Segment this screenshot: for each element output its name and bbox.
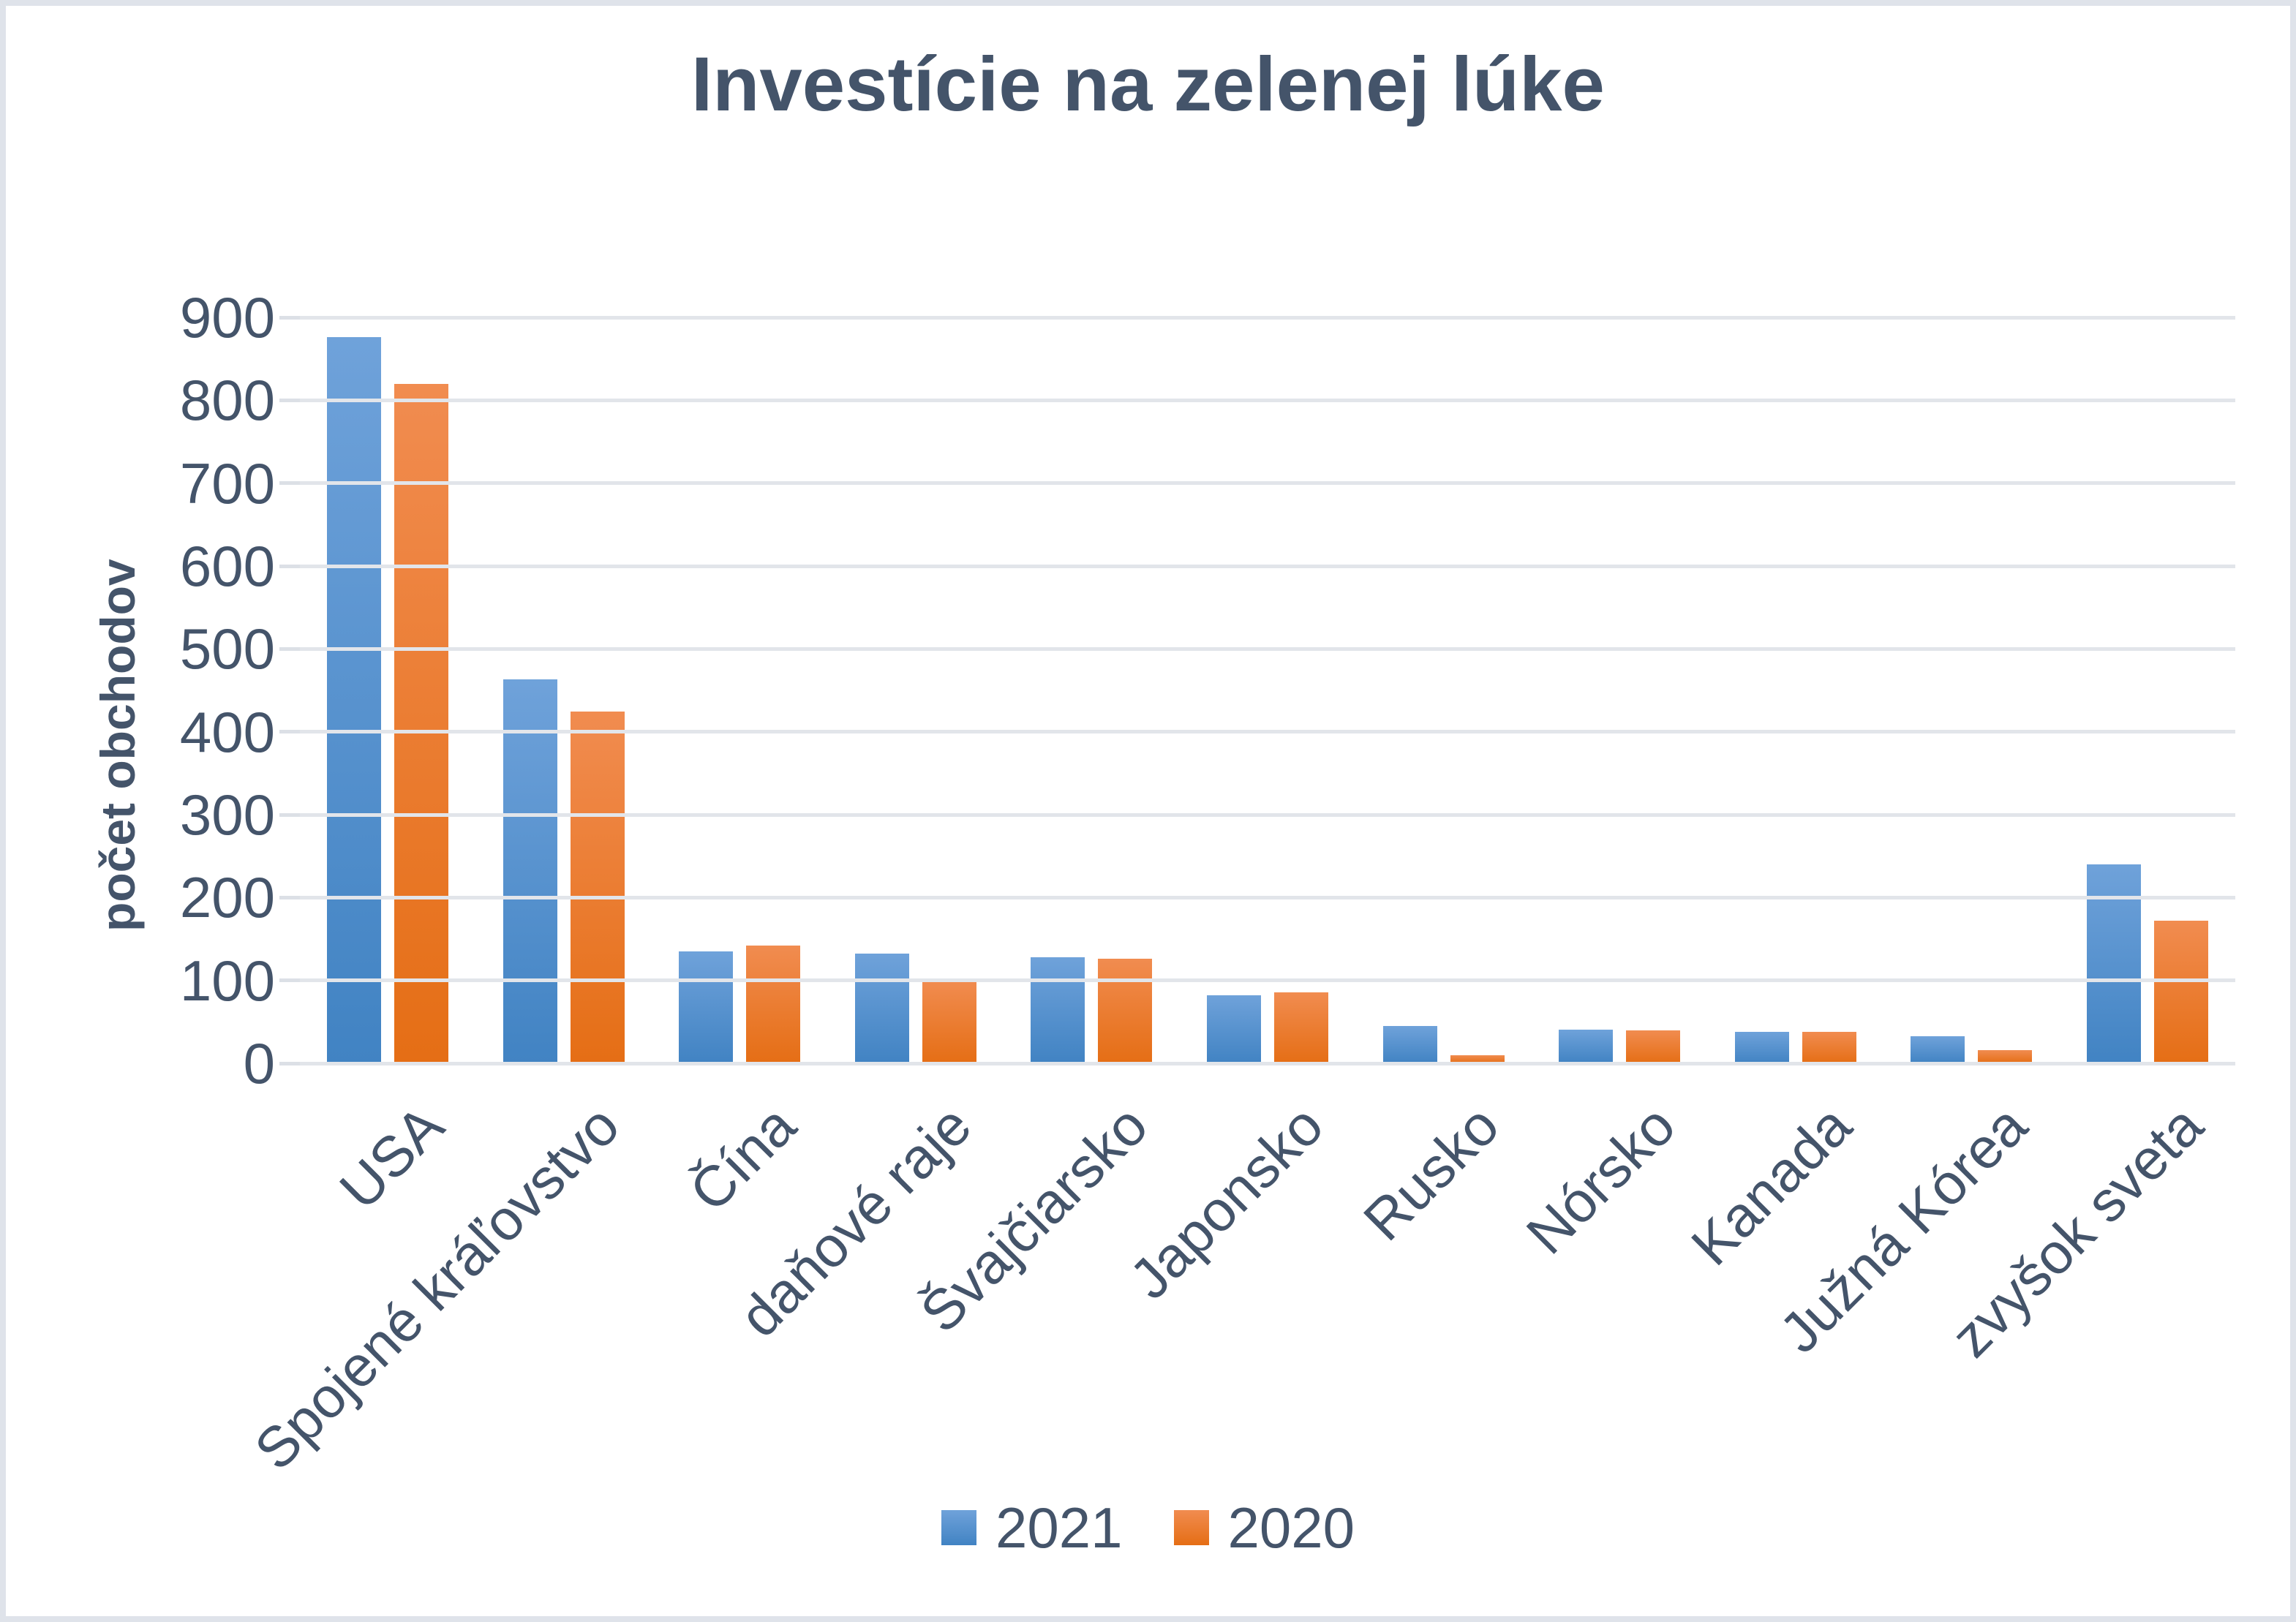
- gridline-500: [300, 646, 2235, 651]
- y-tick-mark-800: [279, 398, 300, 402]
- gridline-700: [300, 481, 2235, 486]
- bar-2020-zvyšok sveta: [2153, 921, 2208, 1063]
- legend-item-2021: 2021: [941, 1499, 1123, 1556]
- legend-item-2020: 2020: [1173, 1495, 1355, 1560]
- bar-2021-zvyšok sveta: [2086, 864, 2141, 1063]
- gridline-0: [300, 1061, 2235, 1065]
- x-axis-label-5: Japonsko: [1117, 1093, 1336, 1311]
- bar-2020-Čína: [746, 946, 801, 1063]
- gridline-200: [300, 895, 2235, 899]
- bar-2020-USA: [394, 383, 449, 1063]
- legend-label-2020: 2020: [1227, 1495, 1355, 1560]
- bar-group-0: [300, 317, 476, 1063]
- bar-2021-Švajčiarsko: [1031, 957, 1085, 1063]
- y-tick-mark-0: [279, 1061, 300, 1065]
- bar-group-2: [652, 317, 828, 1063]
- bar-group-8: [1707, 317, 1883, 1063]
- bar-2020-Južná Kórea: [1978, 1049, 2033, 1063]
- bar-group-9: [1883, 317, 2060, 1063]
- bar-group-1: [476, 317, 652, 1063]
- bar-2021-Južná Kórea: [1911, 1036, 1965, 1063]
- bar-2020-daňové raje: [922, 980, 976, 1063]
- plot-area: [279, 315, 2235, 1065]
- bar-2020-Rusko: [1450, 1055, 1505, 1063]
- gridline-600: [300, 564, 2235, 568]
- bars-row: [300, 317, 2235, 1063]
- gridline-400: [300, 730, 2235, 734]
- y-tick-label-500: 500: [179, 616, 275, 682]
- y-tick-mark-600: [279, 564, 300, 568]
- bar-2020-Spojené kráľovstvo: [570, 712, 625, 1063]
- y-tick-mark-400: [279, 730, 300, 734]
- bar-group-10: [2059, 317, 2235, 1063]
- gridline-300: [300, 812, 2235, 817]
- bar-group-6: [1355, 317, 1532, 1063]
- x-axis-label-7: Nórsko: [1513, 1093, 1687, 1267]
- x-axis-label-2: Čína: [677, 1093, 808, 1224]
- x-axis-label-6: Rusko: [1351, 1093, 1512, 1253]
- y-tick-mark-300: [279, 812, 300, 817]
- legend-swatch-2021: [941, 1510, 976, 1545]
- bar-group-7: [1532, 317, 1708, 1063]
- gridline-100: [300, 978, 2235, 983]
- x-axis-label-8: Kanada: [1678, 1093, 1864, 1278]
- bar-2020-Nórsko: [1626, 1030, 1681, 1063]
- y-tick-label-700: 700: [179, 450, 275, 516]
- bar-2020-Kanada: [1802, 1031, 1856, 1063]
- y-tick-mark-100: [279, 978, 300, 983]
- bar-group-3: [828, 317, 1004, 1063]
- x-axis-label-0: USA: [327, 1093, 456, 1222]
- y-tick-labels: 0 100 200 300 400 500 600 700 800 900: [6, 289, 275, 1092]
- y-tick-label-200: 200: [179, 865, 275, 930]
- gridline-800: [300, 398, 2235, 402]
- legend: 2021 2020: [6, 1499, 2290, 1556]
- y-tick-mark-500: [279, 646, 300, 651]
- y-tick-label-600: 600: [179, 534, 275, 598]
- bar-2021-Spojené kráľovstvo: [503, 679, 557, 1063]
- bar-2021-Rusko: [1382, 1026, 1437, 1063]
- legend-label-2021: 2021: [995, 1495, 1123, 1560]
- bar-group-5: [1180, 317, 1356, 1063]
- y-tick-label-0: 0: [243, 1031, 275, 1095]
- y-tick-label-100: 100: [179, 948, 275, 1013]
- chart-title: Investície na zelenej lúke: [691, 42, 1605, 127]
- y-tick-label-800: 800: [179, 368, 275, 433]
- y-tick-mark-200: [279, 895, 300, 899]
- bar-2020-Japonsko: [1274, 992, 1328, 1063]
- y-tick-mark-700: [279, 481, 300, 486]
- y-tick-label-900: 900: [179, 285, 275, 350]
- bar-2021-Nórsko: [1559, 1029, 1614, 1063]
- y-tick-label-300: 300: [179, 782, 275, 847]
- bar-2021-daňové raje: [854, 954, 909, 1063]
- bar-2021-Čína: [679, 951, 734, 1063]
- bar-2021-USA: [327, 337, 382, 1063]
- y-tick-label-400: 400: [179, 699, 275, 764]
- bar-group-4: [1004, 317, 1180, 1063]
- bar-2021-Kanada: [1734, 1031, 1789, 1063]
- gridline-900: [300, 315, 2235, 320]
- legend-swatch-2020: [1173, 1510, 1209, 1545]
- bar-2020-Švajčiarsko: [1098, 959, 1153, 1063]
- y-tick-mark-900: [279, 315, 300, 320]
- bar-2021-Japonsko: [1207, 995, 1261, 1063]
